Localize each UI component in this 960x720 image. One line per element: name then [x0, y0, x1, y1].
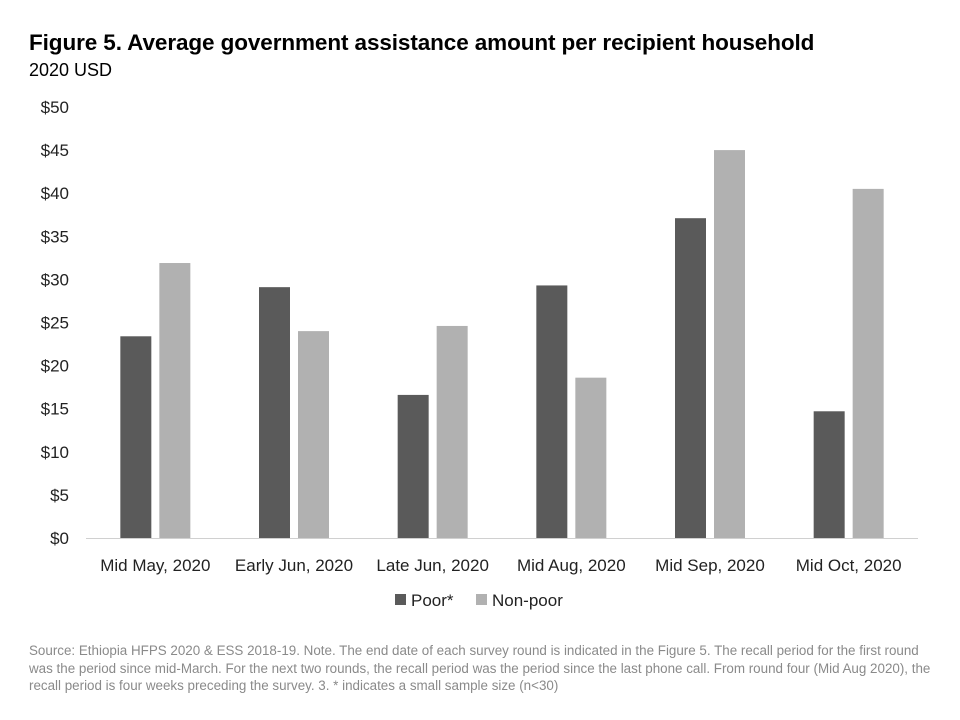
y-tick-label: $20: [41, 357, 69, 376]
legend-swatch-non-poor: [476, 594, 487, 605]
y-tick-label: $35: [41, 227, 69, 246]
bar-non-poor: [436, 325, 468, 538]
x-tick-label: Mid May, 2020: [100, 556, 210, 575]
y-tick-label: $5: [50, 486, 69, 505]
y-tick-label: $0: [50, 529, 69, 548]
x-axis: Mid May, 2020 Early Jun, 2020 Late Jun, 20…: [100, 556, 901, 575]
bar-chart: $0 $5 $10 $15 $20 $25 $30 $35 $40 $45 $50 Mid May,…: [41, 98, 918, 610]
x-tick-label: Early Jun, 2020: [235, 556, 353, 575]
legend-label-non-poor: Non-poor: [492, 591, 563, 610]
y-tick-label: $25: [41, 314, 69, 333]
chart-title: Figure 5. Average government assistance …: [29, 30, 815, 55]
bar-non-poor: [714, 150, 745, 538]
bar-poor: [536, 285, 568, 538]
y-tick-label: $30: [41, 270, 69, 289]
legend-swatch-poor: [395, 594, 406, 605]
y-tick-label: $45: [41, 141, 69, 160]
chart-subtitle: 2020 USD: [29, 60, 113, 80]
bar-non-poor: [298, 331, 329, 538]
y-tick-label: $50: [41, 98, 69, 117]
bar-poor: [675, 218, 706, 538]
x-tick-label: Mid Sep, 2020: [655, 556, 765, 575]
bars: [120, 150, 884, 538]
bar-poor: [397, 394, 429, 538]
y-tick-label: $15: [41, 400, 69, 419]
y-axis: $0 $5 $10 $15 $20 $25 $30 $35 $40 $45 $50: [41, 98, 69, 548]
x-tick-label: Mid Aug, 2020: [517, 556, 626, 575]
bar-poor: [259, 287, 290, 538]
x-tick-label: Late Jun, 2020: [376, 556, 488, 575]
x-tick-label: Mid Oct, 2020: [796, 556, 902, 575]
legend-label-poor: Poor*: [411, 591, 454, 610]
bar-non-poor: [852, 188, 884, 538]
bar-non-poor: [159, 263, 191, 538]
bar-poor: [120, 336, 152, 538]
legend: Poor* Non-poor: [395, 591, 563, 610]
y-tick-label: $40: [41, 184, 69, 203]
y-tick-label: $10: [41, 443, 69, 462]
bar-non-poor: [575, 377, 607, 538]
source-footnote: Source: Ethiopia HFPS 2020 & ESS 2018-19…: [29, 643, 931, 693]
bar-poor: [813, 411, 845, 538]
